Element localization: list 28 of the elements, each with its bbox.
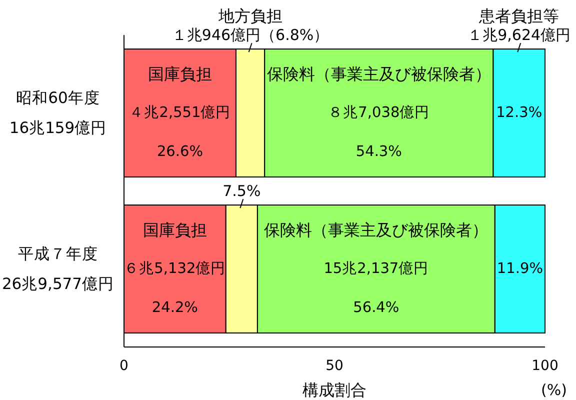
tick-label: 50: [326, 358, 344, 374]
category-label: 昭和60年度: [16, 89, 100, 107]
category-label: 16兆159億円: [9, 119, 107, 137]
series-name: 保険料（事業主及び被保険者）: [264, 220, 488, 240]
value-label: １兆946億円（6.8%）: [172, 26, 329, 44]
tick-label: 100: [532, 358, 558, 374]
value-label: 26.6%: [156, 144, 204, 160]
value-label: 12.3%: [496, 105, 542, 121]
value-label: 24.2%: [152, 300, 198, 316]
value-label: ６兆5,132億円: [124, 261, 226, 277]
axis-title: 構成割合: [302, 380, 366, 400]
series-name: 患者負担等: [479, 6, 560, 26]
tick-label: 0: [120, 358, 128, 374]
series-name: 国庫負担: [142, 220, 207, 240]
value-label: 54.3%: [356, 144, 402, 160]
category-label: 平成７年度: [18, 245, 98, 263]
value-label: 7.5%: [222, 182, 261, 200]
category-label: 26兆9,577億円: [2, 275, 114, 293]
series-name: 保険料（事業主及び被保険者）: [266, 64, 491, 84]
value-label: 15兆2,137億円: [324, 261, 429, 277]
value-label: 56.4%: [353, 300, 400, 316]
annotation: (%): [541, 381, 567, 399]
value-label: ８兆7,038億円: [328, 105, 430, 121]
series-name: 地方負担: [218, 6, 282, 26]
series-name: 国庫負担: [148, 64, 212, 84]
annotation: １兆9,624億円: [468, 26, 571, 44]
value-label: ４兆2,551億円: [129, 105, 231, 121]
value-label: 11.9%: [496, 261, 543, 277]
